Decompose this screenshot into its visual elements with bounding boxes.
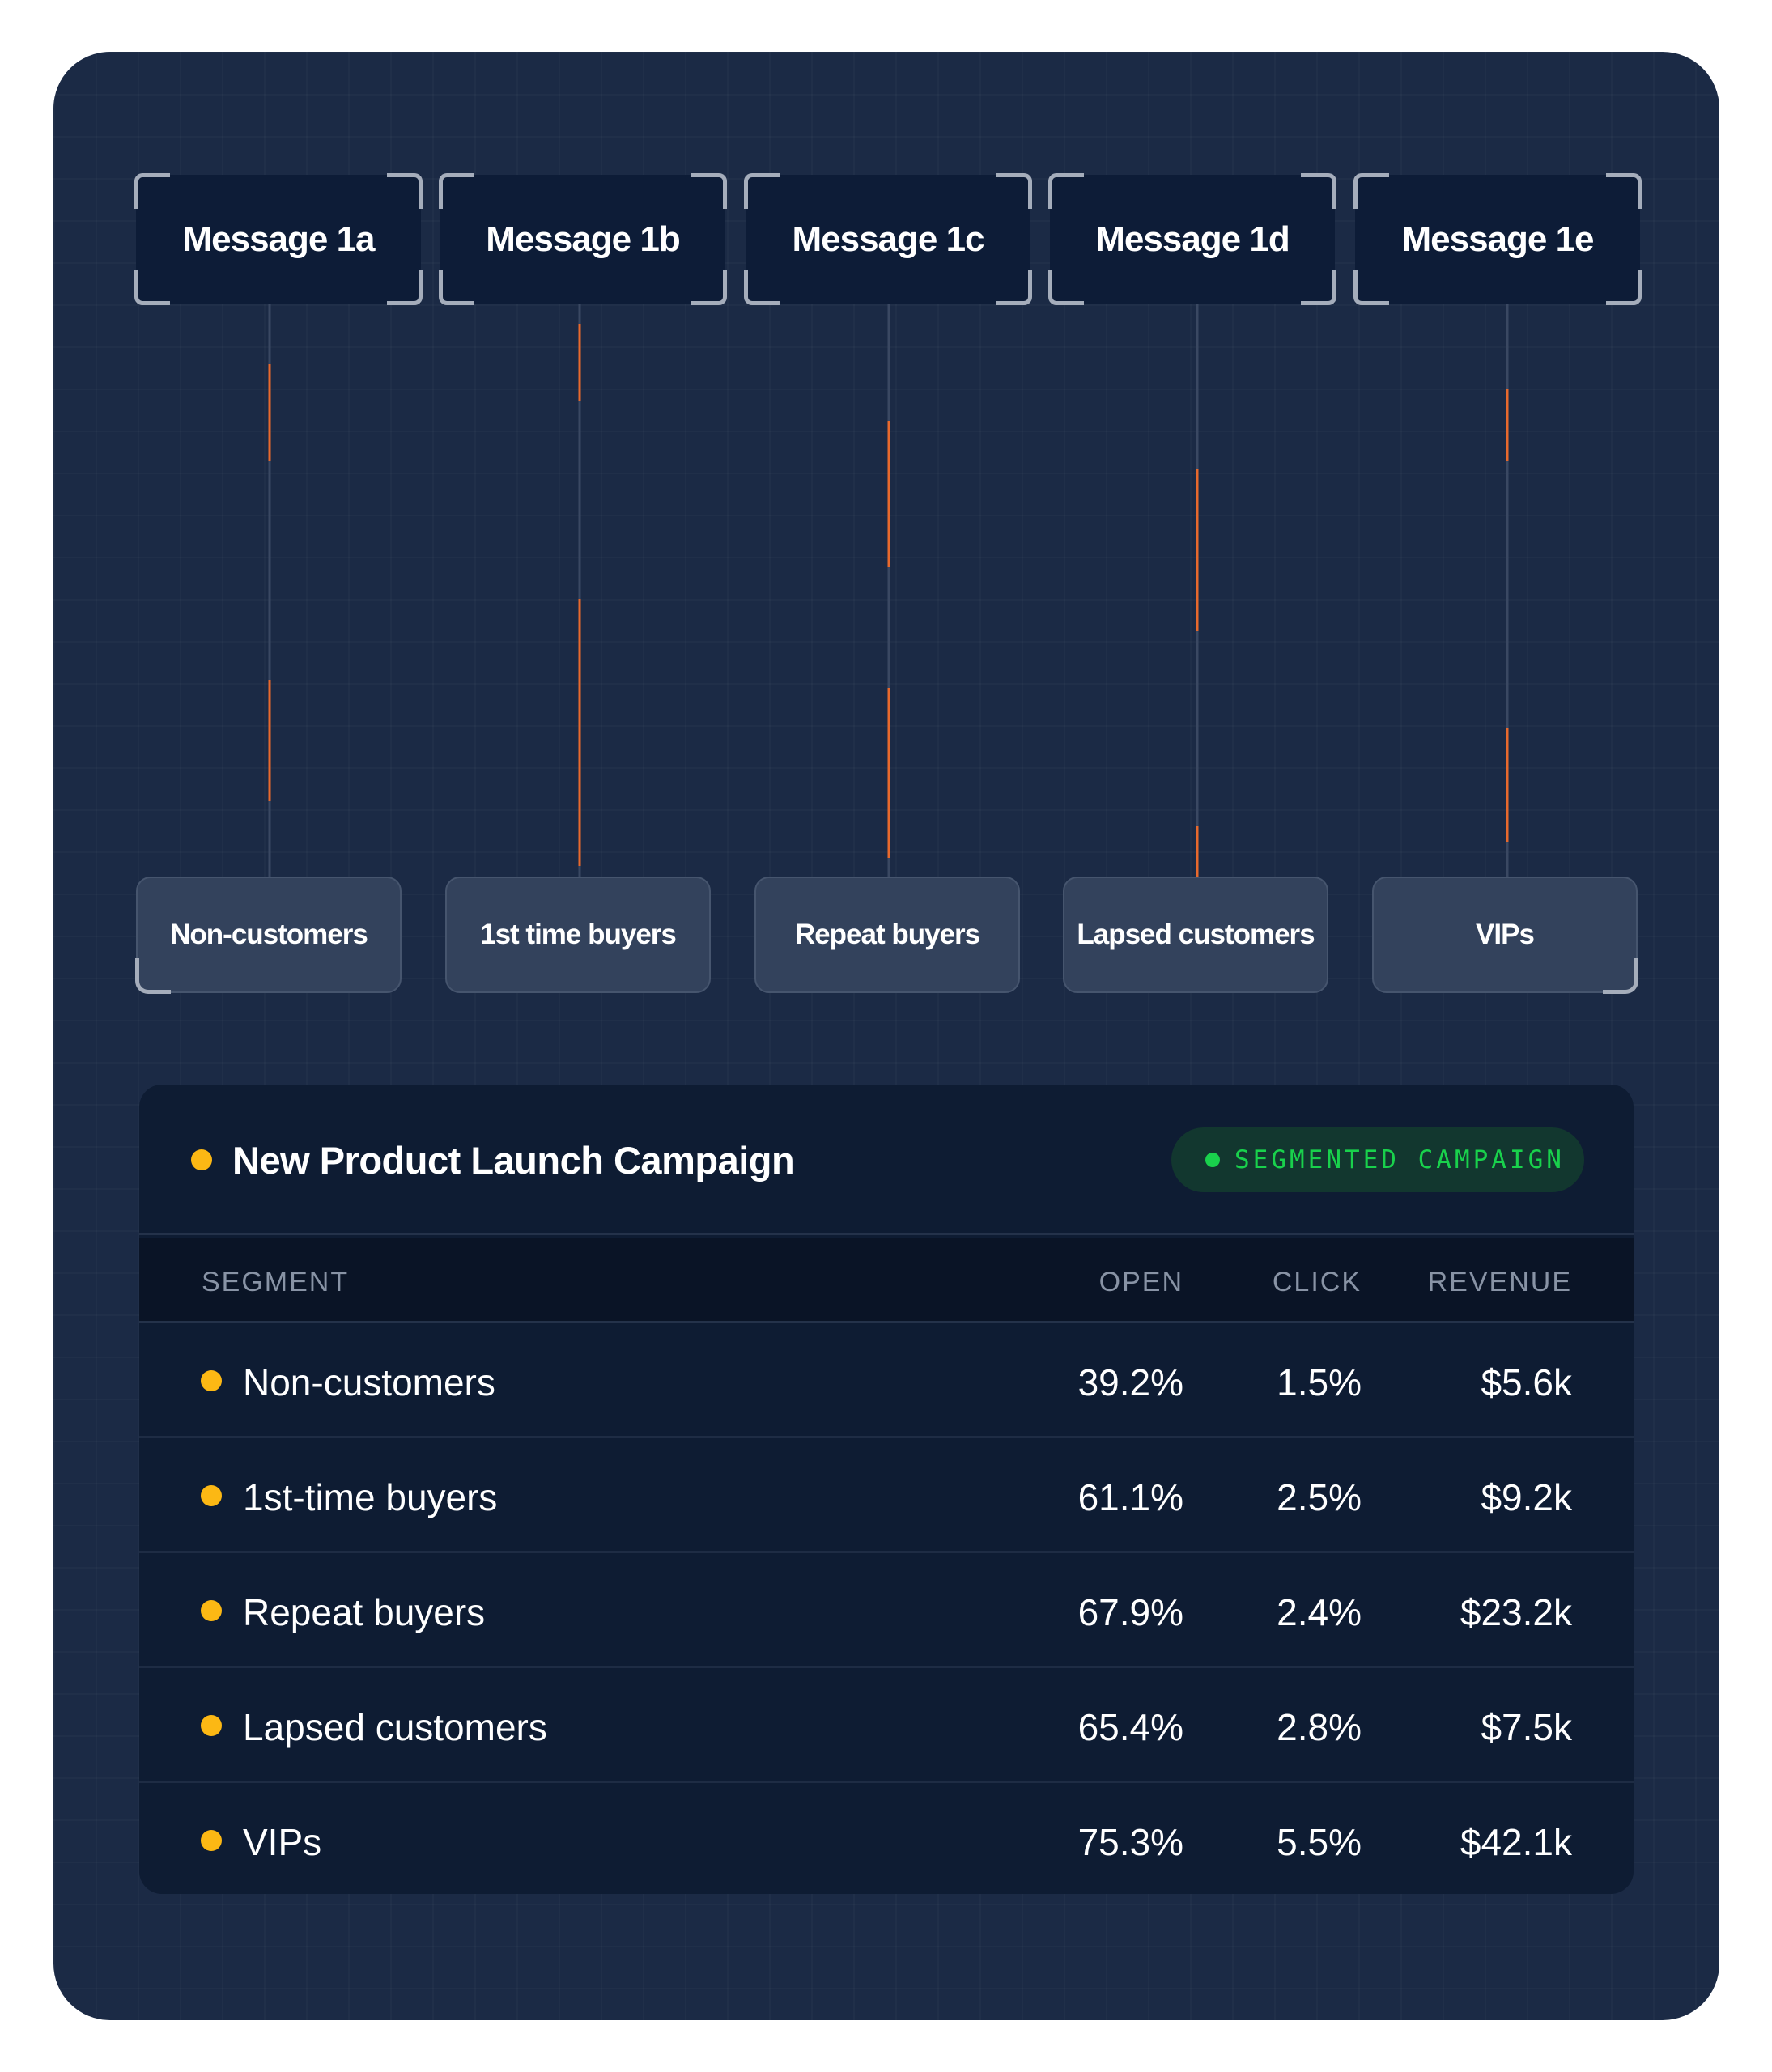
corner-bracket (691, 270, 727, 305)
badge-status-dot (1205, 1153, 1220, 1167)
click-rate: 1.5% (1277, 1361, 1362, 1403)
message-box-1b[interactable]: Message 1b (439, 173, 727, 305)
segment-box-non-customers[interactable]: Non-customers (135, 877, 402, 994)
column-header-click: CLICK (1272, 1267, 1362, 1297)
open-rate: 39.2% (1077, 1361, 1183, 1403)
open-rate: 75.3% (1077, 1821, 1183, 1863)
corner-bracket (135, 958, 171, 994)
revenue-value: $5.6k (1481, 1361, 1572, 1403)
corner-bracket (1048, 270, 1084, 305)
segment-dot (201, 1715, 222, 1736)
segment-box-lapsed-customers[interactable]: Lapsed customers (1063, 877, 1328, 993)
segment-label: Lapsed customers (1077, 919, 1315, 950)
revenue-value: $9.2k (1481, 1476, 1572, 1518)
campaign-status-dot (191, 1149, 212, 1170)
table-row[interactable]: Lapsed customers 65.4% 2.8% $7.5k (139, 1668, 1634, 1783)
segment-box-repeat-buyers[interactable]: Repeat buyers (754, 877, 1020, 993)
message-box-1c[interactable]: Message 1c (744, 173, 1032, 305)
corner-bracket (439, 173, 474, 209)
segment-label: Repeat buyers (794, 919, 980, 950)
segment-dot (201, 1830, 222, 1851)
corner-bracket (996, 173, 1032, 209)
table-body: Non-customers 39.2% 1.5% $5.6k 1st-time … (139, 1323, 1634, 1894)
revenue-value: $23.2k (1460, 1591, 1572, 1633)
campaign-header: New Product Launch Campaign SEGMENTED CA… (139, 1085, 1634, 1235)
open-rate: 67.9% (1077, 1591, 1183, 1633)
click-rate: 2.5% (1277, 1476, 1362, 1518)
click-rate: 2.8% (1277, 1706, 1362, 1748)
segment-name: Non-customers (243, 1361, 495, 1403)
segment-label: Non-customers (170, 919, 368, 950)
segment-box-first-time-buyers[interactable]: 1st time buyers (445, 877, 711, 993)
corner-bracket (134, 173, 170, 209)
message-label: Message 1b (486, 219, 680, 259)
table-row[interactable]: 1st-time buyers 61.1% 2.5% $9.2k (139, 1438, 1634, 1553)
corner-bracket (439, 270, 474, 305)
corner-bracket (1603, 958, 1638, 994)
corner-bracket (1606, 270, 1642, 305)
click-rate: 2.4% (1277, 1591, 1362, 1633)
segmented-campaign-badge: SEGMENTED CAMPAIGN (1171, 1127, 1584, 1192)
corner-bracket (744, 173, 780, 209)
corner-bracket (1301, 173, 1336, 209)
segment-name: VIPs (243, 1821, 322, 1863)
segment-dot (201, 1370, 222, 1391)
segment-name: Repeat buyers (243, 1591, 486, 1633)
segment-dot (201, 1485, 222, 1506)
corner-bracket (387, 270, 423, 305)
message-label: Message 1c (792, 219, 984, 259)
message-box-1a[interactable]: Message 1a (134, 173, 423, 305)
column-header-open: OPEN (1098, 1267, 1183, 1297)
segment-name: Lapsed customers (243, 1706, 547, 1748)
corner-bracket (1048, 173, 1084, 209)
campaign-title: New Product Launch Campaign (232, 1139, 795, 1182)
corner-bracket (1353, 173, 1389, 209)
open-rate: 65.4% (1077, 1706, 1183, 1748)
corner-bracket (996, 270, 1032, 305)
corner-bracket (134, 270, 170, 305)
message-box-1e[interactable]: Message 1e (1353, 173, 1642, 305)
corner-bracket (1606, 173, 1642, 209)
segment-dot (201, 1600, 222, 1621)
corner-bracket (387, 173, 423, 209)
corner-bracket (1353, 270, 1389, 305)
table-row[interactable]: VIPs 75.3% 5.5% $42.1k (139, 1783, 1634, 1894)
campaign-card: New Product Launch Campaign SEGMENTED CA… (139, 1085, 1634, 1894)
segment-name: 1st-time buyers (243, 1476, 498, 1518)
segment-label: VIPs (1476, 919, 1535, 950)
segment-box-vips[interactable]: VIPs (1372, 877, 1638, 994)
table-header: SEGMENT OPEN CLICK REVENUE (139, 1238, 1634, 1323)
corner-bracket (1301, 270, 1336, 305)
segment-label: 1st time buyers (480, 919, 677, 950)
message-label: Message 1a (182, 219, 375, 259)
revenue-value: $42.1k (1460, 1821, 1572, 1863)
revenue-value: $7.5k (1481, 1706, 1572, 1748)
corner-bracket (691, 173, 727, 209)
column-header-segment: SEGMENT (202, 1267, 350, 1297)
column-header-revenue: REVENUE (1427, 1267, 1572, 1297)
corner-bracket (744, 270, 780, 305)
click-rate: 5.5% (1277, 1821, 1362, 1863)
open-rate: 61.1% (1077, 1476, 1183, 1518)
message-label: Message 1d (1095, 219, 1290, 259)
message-label: Message 1e (1401, 219, 1594, 259)
table-row[interactable]: Non-customers 39.2% 1.5% $5.6k (139, 1323, 1634, 1438)
message-box-1d[interactable]: Message 1d (1048, 173, 1336, 305)
table-row[interactable]: Repeat buyers 67.9% 2.4% $23.2k (139, 1553, 1634, 1668)
badge-label: SEGMENTED CAMPAIGN (1234, 1145, 1565, 1174)
